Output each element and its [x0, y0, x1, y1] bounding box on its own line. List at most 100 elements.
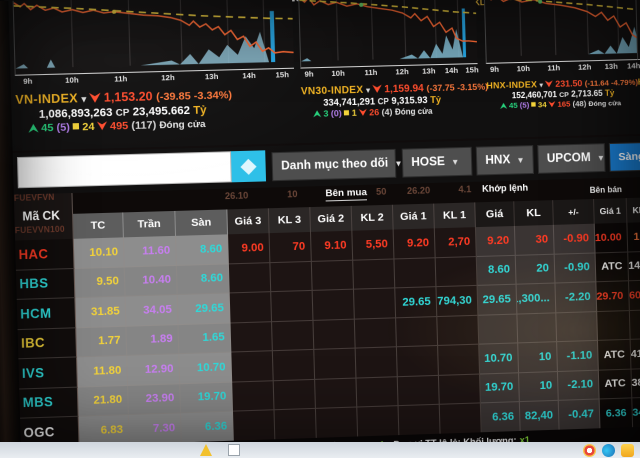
- cell-buy-0: [228, 262, 272, 294]
- cell-sell-0: 29.70: [596, 281, 630, 312]
- cell-sell-1: 14,10: [628, 251, 640, 282]
- cell-buy-5: [438, 344, 481, 376]
- cell-buy-2: [312, 289, 355, 321]
- chevron-down-icon[interactable]: ▾: [81, 93, 87, 105]
- stock-table: 26.10 10 50 26.20 4.1 Bên mua Khớp lệnh …: [9, 176, 640, 458]
- filter-label: Sàng lọc cổ phiếu: [618, 149, 640, 164]
- header-tc[interactable]: TC: [73, 212, 124, 239]
- cell-san: 19.70: [180, 382, 234, 414]
- cell-match-2: -1.10: [557, 340, 599, 372]
- search-input[interactable]: [16, 151, 232, 189]
- cell-sell-1: 60,10: [629, 280, 640, 311]
- cell-symbol[interactable]: HAC: [10, 238, 75, 271]
- hose-label: HOSE: [411, 155, 446, 170]
- cell-match-2: -0.90: [554, 252, 597, 284]
- chevron-down-icon[interactable]: ▾: [366, 85, 371, 95]
- cell-buy-4: [394, 257, 437, 289]
- header-match-vol[interactable]: KL: [514, 200, 554, 226]
- cell-match-2: -2.20: [555, 282, 598, 313]
- cell-symbol[interactable]: MBS: [15, 387, 79, 419]
- ghost-price-4: 26.20: [406, 185, 431, 197]
- vn30-time-axis: 9h 10h 11h 12h 13h 14h 15h: [304, 65, 479, 79]
- hnx-label: HNX: [485, 153, 511, 168]
- chevron-down-icon: ▼: [450, 156, 460, 167]
- cell-sell-0: 10.00: [594, 222, 629, 253]
- cell-buy-0: [230, 321, 273, 353]
- header-buy-price1[interactable]: Giá 1: [392, 203, 435, 230]
- chrome-icon[interactable]: [583, 443, 596, 457]
- cell-buy-4: [397, 375, 440, 407]
- cell-buy-3: 5,50: [352, 229, 395, 261]
- warning-triangle-icon[interactable]: [200, 444, 212, 456]
- watermark-bottom: FUEVVN100: [14, 224, 65, 236]
- stock-filter-dropdown[interactable]: Sàng lọc cổ phiếu ▼: [608, 140, 640, 172]
- cell-match-0: 9.20: [475, 225, 516, 257]
- cell-buy-0: [231, 351, 274, 383]
- header-buy-price3[interactable]: Giá 3: [227, 208, 270, 235]
- cell-buy-5: 794,30: [436, 285, 479, 317]
- cell-symbol[interactable]: HCM: [12, 298, 77, 330]
- cell-buy-3: [354, 317, 397, 349]
- reference-square-icon: [531, 102, 536, 107]
- header-sell-vol1[interactable]: KL 1: [626, 197, 640, 223]
- header-match-price[interactable]: Giá: [475, 201, 515, 228]
- cell-match-1: 1,300...: [516, 283, 557, 315]
- cell-buy-0: [232, 380, 275, 412]
- upcom-dropdown[interactable]: UPCOM ▼: [537, 143, 606, 174]
- cell-buy-0: [229, 292, 273, 323]
- search-submit-button[interactable]: [230, 150, 267, 183]
- cell-buy-3: [353, 258, 396, 290]
- cell-sell-0: ATC: [598, 369, 633, 400]
- header-tran[interactable]: Trần: [123, 210, 177, 238]
- cell-sell-1: 1,10: [627, 221, 640, 253]
- watchlist-dropdown[interactable]: Danh mục theo dõi ▼: [271, 148, 403, 182]
- cell-buy-2: [313, 319, 356, 350]
- cell-buy-1: [274, 408, 317, 440]
- cell-buy-5: 2,70: [434, 227, 477, 258]
- cell-tran: 12.90: [127, 354, 181, 386]
- chevron-down-icon[interactable]: ▾: [539, 81, 544, 89]
- hnx-dropdown[interactable]: HNX ▼: [475, 145, 534, 176]
- header-buy-vol1[interactable]: KL 1: [434, 202, 476, 229]
- header-sell-price1[interactable]: Giá 1: [594, 198, 628, 224]
- upcom-label: UPCOM: [546, 151, 591, 166]
- header-buy-vol3[interactable]: KL 3: [268, 207, 312, 234]
- header-san[interactable]: Sàn: [175, 209, 229, 236]
- cell-tran: 34.05: [125, 295, 179, 327]
- arrow-down-icon: ⮟: [359, 108, 367, 119]
- header-match-change[interactable]: +/-: [553, 199, 595, 225]
- header-symbol[interactable]: FUEVFVN Mã CK FUEVVN100: [9, 192, 74, 241]
- cell-match-0: [478, 314, 519, 345]
- cell-symbol[interactable]: HBS: [11, 268, 76, 301]
- cell-match-2: [556, 311, 599, 343]
- header-buy-price2[interactable]: Giá 2: [310, 205, 353, 232]
- folder-icon[interactable]: [621, 443, 634, 457]
- header-symbol-label: Mã CK: [22, 210, 61, 224]
- cell-sell-1: 138,90: [631, 368, 640, 399]
- ghost-price-2: 10: [287, 188, 298, 200]
- arrow-down-icon: ⮟: [548, 100, 556, 110]
- arrow-up-icon: ⮝: [313, 109, 322, 120]
- cell-san: 6.36: [181, 411, 234, 443]
- cell-tc: 1.77: [76, 326, 128, 358]
- cell-symbol[interactable]: IBC: [13, 327, 78, 360]
- window-tile-icon[interactable]: [228, 444, 240, 456]
- hose-dropdown[interactable]: HOSE ▼: [401, 146, 473, 178]
- cell-match-0: 6.36: [480, 402, 521, 433]
- group-label-match: Khớp lệnh: [481, 182, 529, 194]
- cell-san: 1.65: [178, 322, 232, 355]
- edge-icon[interactable]: [602, 443, 615, 457]
- cell-symbol[interactable]: IVS: [14, 357, 78, 390]
- cell-tran: 10.40: [124, 265, 178, 297]
- cell-tc: 11.80: [77, 355, 129, 388]
- cell-match-1: [517, 312, 558, 344]
- arrow-up-icon: ⮝: [500, 101, 507, 111]
- diamond-icon: [240, 158, 257, 175]
- cell-buy-4: [396, 316, 439, 348]
- cell-tc: 9.50: [74, 266, 126, 299]
- cell-sell-1: 34,00: [632, 397, 640, 428]
- cell-tc: 21.80: [77, 385, 129, 417]
- cell-buy-5: [438, 374, 481, 405]
- cell-buy-5: [437, 315, 480, 346]
- header-buy-vol2[interactable]: KL 2: [351, 204, 394, 231]
